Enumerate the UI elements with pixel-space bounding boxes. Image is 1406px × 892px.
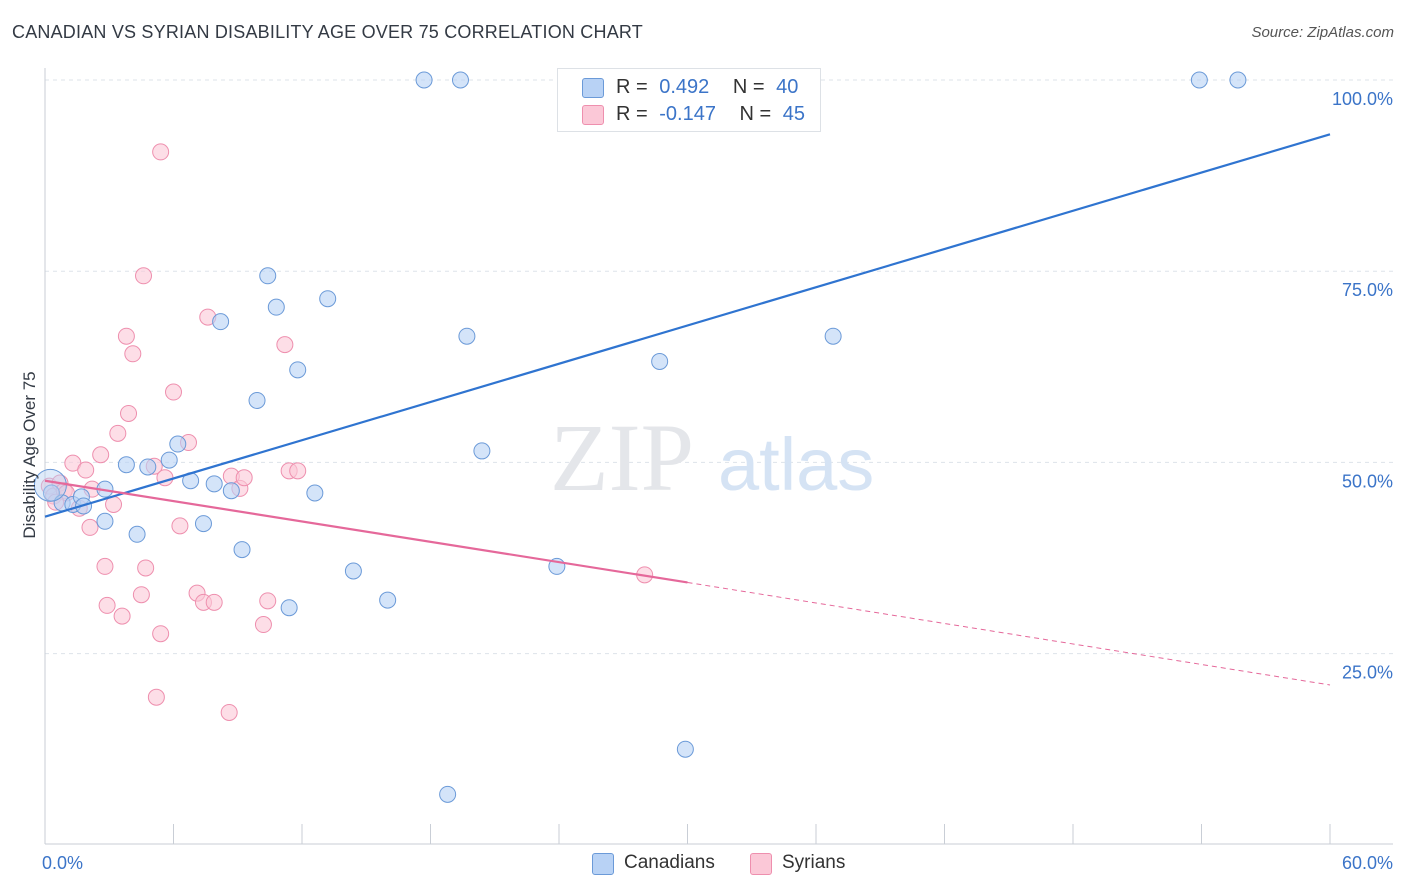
syrians-r-value: -0.147 <box>659 103 716 125</box>
watermark-atlas: atlas <box>718 423 874 506</box>
syrians-n-value: 45 <box>782 103 806 125</box>
axes <box>44 68 1393 845</box>
canadians-point <box>824 327 842 345</box>
y-tick-label: 75.0% <box>1342 280 1393 300</box>
canadians-swatch <box>582 78 604 98</box>
syrians-point <box>77 461 95 479</box>
syrians-r-label: R = <box>616 103 648 125</box>
syrians-point <box>135 267 153 285</box>
canadians-legend-swatch <box>592 853 614 875</box>
syrians-point <box>254 616 272 634</box>
syrians-swatch <box>582 105 604 125</box>
x-tick-label: 0.0% <box>42 853 83 873</box>
data-points <box>33 71 1247 803</box>
canadians-point <box>451 71 469 89</box>
syrians-point <box>289 462 307 480</box>
canadians-legend-label: Canadians <box>624 852 715 873</box>
syrians-n-label: N = <box>739 103 772 125</box>
canadians-point <box>651 352 669 370</box>
canadians-point <box>194 515 212 533</box>
canadians-point <box>205 475 223 493</box>
canadians-point <box>439 785 457 803</box>
canadians-point <box>139 458 157 476</box>
canadians-point <box>676 740 694 758</box>
trend-lines <box>44 133 1331 686</box>
canadians-n-label: N = <box>732 76 765 98</box>
syrians-point <box>109 424 127 442</box>
canadians-point <box>160 451 178 469</box>
syrians-point <box>81 518 99 536</box>
syrians-point <box>96 557 114 575</box>
syrians-point <box>152 143 170 161</box>
syrians-legend-swatch <box>750 853 772 875</box>
canadians-n-value: 40 <box>776 76 799 98</box>
canadians-point <box>169 435 187 453</box>
canadians-cluster-point <box>33 468 67 502</box>
syrians-point <box>235 469 253 487</box>
y-axis-label: Disability Age Over 75 <box>20 371 39 538</box>
syrians-point <box>124 345 142 363</box>
canadians-point <box>319 290 337 308</box>
syrians-point <box>132 586 150 604</box>
syrians-point <box>276 336 294 354</box>
syrians-point <box>220 703 238 721</box>
y-tick-label: 100.0% <box>1332 89 1393 109</box>
syrians-point <box>92 446 110 464</box>
canadians-point <box>1229 71 1247 89</box>
source-credit: Source: ZipAtlas.com <box>1251 24 1394 41</box>
canadians-point <box>379 591 397 609</box>
syrians-point <box>152 625 170 643</box>
canadians-r-value: 0.492 <box>659 76 710 98</box>
syrians-point <box>147 688 165 706</box>
canadians-point <box>128 525 146 543</box>
canadians-point <box>117 456 135 474</box>
canadians-point <box>222 482 240 500</box>
syrians-trend-extension <box>687 581 1331 686</box>
x-tick-label: 60.0% <box>1342 853 1393 873</box>
syrians-point <box>117 327 135 345</box>
canadians-point <box>248 391 266 409</box>
canadians-trend-line <box>44 133 1331 518</box>
syrians-point <box>98 596 116 614</box>
watermark: ZIP atlas <box>550 404 874 511</box>
canadians-point <box>259 267 277 285</box>
chart-title: CANADIAN VS SYRIAN DISABILITY AGE OVER 7… <box>12 22 643 42</box>
syrians-point <box>113 607 131 625</box>
syrians-point <box>171 517 189 535</box>
canadians-point <box>233 541 251 559</box>
syrians-point <box>137 559 155 577</box>
syrians-point <box>205 593 223 611</box>
gridlines <box>45 79 1395 655</box>
syrians-trend-line <box>44 479 688 584</box>
syrians-point <box>259 592 277 610</box>
canadians-point <box>458 327 476 345</box>
tick-labels: 25.0% 50.0% 75.0% 100.0% 0.0% 60.0% <box>42 89 1393 873</box>
syrians-point <box>165 383 182 401</box>
syrians-legend-label: Syrians <box>782 852 846 873</box>
canadians-point <box>473 442 491 460</box>
canadians-point <box>96 512 114 530</box>
y-tick-label: 25.0% <box>1342 663 1393 683</box>
canadians-point <box>306 484 324 502</box>
y-tick-label: 50.0% <box>1342 471 1393 491</box>
canadians-point <box>1190 71 1208 89</box>
syrians-point <box>120 404 138 422</box>
canadians-point <box>267 298 285 316</box>
canadians-point <box>289 361 307 379</box>
canadians-point <box>415 71 433 89</box>
canadians-point <box>344 562 362 580</box>
canadians-r-label: R = <box>616 76 648 98</box>
watermark-zip: ZIP <box>550 404 694 511</box>
canadians-point <box>212 313 230 331</box>
correlation-legend: R = 0.492 N = 40 R = -0.147 N = 45 <box>557 68 821 132</box>
canadians-point <box>280 599 298 617</box>
